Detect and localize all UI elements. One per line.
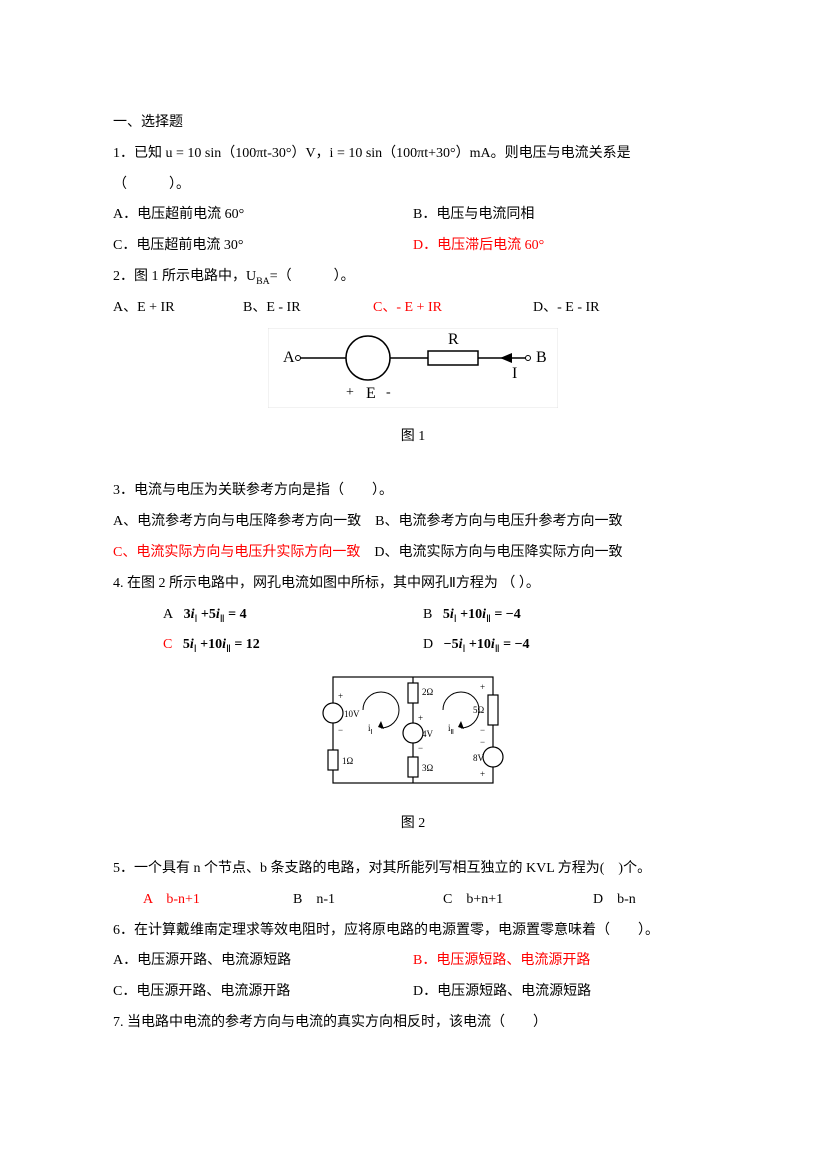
q7-stem: 7. 当电路中电流的参考方向与电流的真实方向相反时，该电流（ ） (113, 1008, 713, 1039)
q5-opt-b: B n-1 (293, 885, 443, 916)
svg-text:A: A (283, 349, 295, 366)
svg-text:5Ω: 5Ω (473, 705, 485, 715)
q6-opt-d: D．电压源短路、电流源短路 (413, 977, 591, 1008)
q5-opt-a: A b-n+1 (143, 885, 293, 916)
figure-1-caption: 图 1 (113, 422, 713, 453)
section-heading: 一、选择题 (113, 108, 713, 139)
circuit-diagram-1-icon: A B R I E + - (268, 328, 558, 408)
q4-b-label: B (423, 607, 432, 622)
q3-stem: 3．电流与电压为关联参考方向是指（ ）。 (113, 476, 713, 507)
q2-opt-c: C、- E + IR (373, 293, 533, 324)
circuit-diagram-2-icon: 10V 1Ω 2Ω 4V 3Ω 5Ω 8V iⅠ iⅡ + − + − − + … (318, 665, 508, 795)
q1-opt-d: D．电压滞后电流 60° (413, 231, 544, 262)
q5-stem: 5．一个具有 n 个节点、b 条支路的电路，对其所能列写相互独立的 KVL 方程… (113, 854, 713, 885)
svg-text:2Ω: 2Ω (422, 687, 434, 697)
q4-opt-b: B 5iⅠ +10iⅡ = −4 (423, 600, 521, 631)
q4-row-cd: C 5iⅠ +10iⅡ = 12 D −5iⅠ +10iⅡ = −4 (113, 630, 713, 661)
q5-opts: A b-n+1 B n-1 C b+n+1 D b-n (113, 885, 713, 916)
q3-row-cd: C、电流实际方向与电压升实际方向一致 D、电流实际方向与电压降实际方向一致 (113, 538, 713, 569)
svg-text:8V: 8V (473, 753, 485, 763)
q1-row-cd: C．电压超前电流 30° D．电压滞后电流 60° (113, 231, 713, 262)
q1-stem-line1: 1．已知 u = 10 sin（100πt-30°）V，i = 10 sin（1… (113, 139, 713, 170)
q2-opt-b: B、E - IR (243, 293, 373, 324)
svg-text:+: + (338, 691, 343, 701)
q5-opt-c: C b+n+1 (443, 885, 593, 916)
q3-row-ab: A、电流参考方向与电压降参考方向一致 B、电流参考方向与电压升参考方向一致 (113, 507, 713, 538)
svg-text:E: E (366, 385, 376, 402)
svg-text:+: + (480, 769, 485, 779)
q4-stem: 4. 在图 2 所示电路中，网孔电流如图中所标，其中网孔Ⅱ方程为 （ ）。 (113, 569, 713, 600)
svg-text:+: + (480, 682, 485, 692)
figure-2-caption: 图 2 (113, 809, 713, 840)
svg-text:-: - (386, 385, 391, 400)
svg-text:iⅠ: iⅠ (368, 723, 373, 736)
q2-stem-sub: BA (256, 276, 270, 287)
q3-opt-b: B、电流参考方向与电压升参考方向一致 (375, 514, 622, 529)
q6-opt-a: A．电压源开路、电流源短路 (113, 946, 413, 977)
svg-text:iⅡ: iⅡ (448, 723, 454, 736)
q4-c-label: C (163, 637, 172, 652)
q4-opt-a: A 3iⅠ +5iⅡ = 4 (163, 600, 423, 631)
q1-opt-b: B．电压与电流同相 (413, 200, 534, 231)
document-page: 一、选择题 1．已知 u = 10 sin（100πt-30°）V，i = 10… (0, 0, 826, 1168)
q3-opt-d: D、电流实际方向与电压降实际方向一致 (374, 545, 622, 560)
q3-opt-c: C、电流实际方向与电压升实际方向一致 (113, 545, 360, 560)
q2-stem-tail: =（ ）。 (270, 269, 355, 284)
q6-opt-b: B．电压源短路、电流源开路 (413, 946, 590, 977)
q4-a-label: A (163, 607, 173, 622)
q6-row-ab: A．电压源开路、电流源短路 B．电压源短路、电流源开路 (113, 946, 713, 977)
q1-opt-a: A．电压超前电流 60° (113, 200, 413, 231)
svg-text:−: − (480, 725, 485, 735)
q1-opt-c: C．电压超前电流 30° (113, 231, 413, 262)
figure-2: 10V 1Ω 2Ω 4V 3Ω 5Ω 8V iⅠ iⅡ + − + − − + … (113, 665, 713, 795)
q2-opts: A、E + IR B、E - IR C、- E + IR D、- E - IR (113, 293, 713, 324)
svg-text:B: B (536, 349, 547, 366)
q2-stem: 2．图 1 所示电路中，UBA=（ ）。 (113, 262, 713, 293)
q6-opt-c: C．电压源开路、电流源开路 (113, 977, 413, 1008)
svg-text:R: R (448, 331, 459, 348)
q1-row-ab: A．电压超前电流 60° B．电压与电流同相 (113, 200, 713, 231)
q4-d-label: D (423, 637, 433, 652)
svg-text:4V: 4V (422, 729, 434, 739)
q2-opt-d: D、- E - IR (533, 293, 600, 324)
q6-stem: 6．在计算戴维南定理求等效电阻时，应将原电路的电源置零，电源置零意味着（ ）。 (113, 916, 713, 947)
q4-row-ab: A 3iⅠ +5iⅡ = 4 B 5iⅠ +10iⅡ = −4 (113, 600, 713, 631)
svg-text:+: + (346, 385, 354, 400)
svg-text:−: − (418, 743, 423, 753)
q6-row-cd: C．电压源开路、电流源开路 D．电压源短路、电流源短路 (113, 977, 713, 1008)
q4-opt-d: D −5iⅠ +10iⅡ = −4 (423, 630, 530, 661)
q2-stem-pre: 2．图 1 所示电路中，U (113, 269, 256, 284)
svg-text:10V: 10V (344, 709, 360, 719)
q4-opt-c: C 5iⅠ +10iⅡ = 12 (163, 630, 423, 661)
svg-text:+: + (418, 713, 423, 723)
svg-text:−: − (338, 725, 343, 735)
svg-text:1Ω: 1Ω (342, 756, 354, 766)
svg-text:3Ω: 3Ω (422, 763, 434, 773)
q2-opt-a: A、E + IR (113, 293, 243, 324)
svg-text:−: − (480, 737, 485, 747)
q3-opt-a: A、电流参考方向与电压降参考方向一致 (113, 514, 361, 529)
q5-opt-d: D b-n (593, 885, 636, 916)
svg-text:I: I (512, 365, 517, 382)
q1-stem-line2: （ ）。 (113, 170, 713, 201)
figure-1: A B R I E + - (113, 328, 713, 408)
